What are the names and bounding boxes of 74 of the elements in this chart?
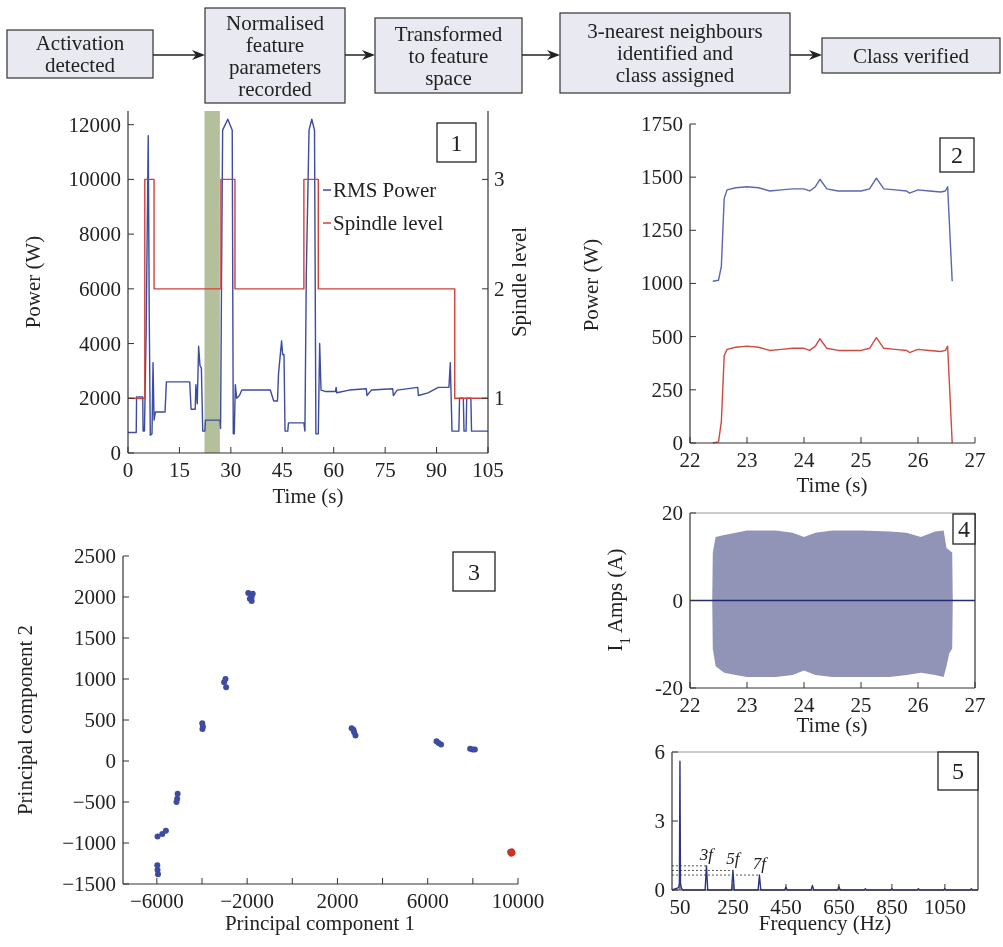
- annotation: 3: [468, 558, 480, 585]
- x-tick-label: 60: [323, 458, 345, 482]
- y-tick-label: 2000: [79, 386, 121, 411]
- y2-tick-label: 1: [494, 386, 505, 411]
- x-tick-label: −6000: [129, 889, 184, 913]
- x-tick-label: 6000: [406, 889, 449, 913]
- x-tick-label: 90: [426, 458, 448, 482]
- text: 3-nearest neighbours identified and class assigned: [587, 19, 763, 87]
- x-tick-label: 23: [736, 693, 758, 717]
- y-tick-label: 8000: [79, 222, 121, 247]
- x-tick-label: −2000: [220, 889, 275, 913]
- x-tick-label: 1050: [923, 895, 966, 919]
- y-tick-label: 1750: [641, 112, 683, 136]
- y-tick-label: 3: [654, 809, 665, 833]
- y-tick-label: 4000: [79, 331, 121, 356]
- x-tick-label: 24: [793, 448, 815, 472]
- annotation: 5: [952, 758, 964, 784]
- y-tick-label: 1250: [641, 218, 683, 243]
- x-axis-title: Principal component 1: [224, 911, 416, 935]
- annotation: 1: [450, 129, 463, 156]
- x-tick-label: 650: [823, 895, 855, 919]
- text: Class verified: [852, 43, 970, 68]
- annotation: 7f: [752, 854, 769, 874]
- x-axis-title: Time (s): [272, 484, 344, 508]
- y-tick-label: 2500: [74, 544, 116, 568]
- y-tick-label: 0: [672, 588, 683, 613]
- legend-label: RMS Power: [333, 178, 437, 202]
- y-tick-label: 10000: [68, 167, 121, 192]
- y-tick-label: 500: [651, 324, 683, 349]
- y-tick-label: 1000: [74, 667, 116, 691]
- annotation: 3f: [698, 844, 716, 864]
- y-axis-title: Power (W): [21, 235, 45, 329]
- x-tick-label: 30: [220, 458, 242, 482]
- text: Transformed to feature space: [394, 21, 503, 90]
- x-tick-label: 105: [472, 458, 504, 482]
- y-tick-label: −1000: [62, 831, 116, 855]
- text: Normalised feature parameters recorded: [226, 10, 325, 101]
- y-tick-label: −500: [72, 790, 116, 814]
- y2-tick-label: 2: [494, 276, 505, 301]
- y-axis-title: Power (W): [579, 238, 603, 332]
- x-tick-label: 15: [168, 458, 190, 482]
- y-tick-label: 2000: [74, 585, 116, 609]
- y2-axis-title: Spindle level: [507, 226, 531, 338]
- x-axis-title: Time (s): [796, 473, 868, 497]
- y-tick-label: 12000: [68, 112, 121, 137]
- y-tick-label: 1500: [641, 165, 683, 190]
- x-tick-label: 27: [964, 448, 986, 472]
- y-tick-label: 6: [654, 740, 665, 764]
- x-tick-label: 45: [271, 458, 293, 482]
- x-tick-label: 75: [374, 458, 396, 482]
- y-tick-label: 0: [105, 749, 116, 773]
- y-tick-label: 250: [651, 377, 683, 402]
- x-tick-label: 26: [907, 693, 929, 717]
- y-axis-title: Principal component 2: [13, 624, 37, 816]
- x-tick-label: 50: [669, 895, 691, 919]
- annotation: 2: [951, 142, 963, 168]
- y-tick-label: 20: [662, 501, 683, 525]
- x-tick-label: 10000: [491, 889, 545, 913]
- annotation: 5f: [726, 849, 742, 869]
- y2-tick-label: 3: [494, 167, 505, 192]
- x-tick-label: 23: [736, 448, 758, 472]
- y-tick-label: 6000: [79, 276, 121, 301]
- annotation: 4: [958, 516, 970, 542]
- y-tick-label: 500: [84, 708, 116, 732]
- x-tick-label: 26: [907, 448, 929, 472]
- text: Activation detected: [35, 31, 125, 77]
- x-tick-label: 250: [717, 895, 749, 919]
- x-tick-label: 2000: [316, 889, 359, 913]
- y-tick-label: −1500: [62, 872, 116, 896]
- y-tick-label: 1500: [74, 626, 116, 650]
- x-tick-label: 27: [964, 693, 986, 717]
- legend-label: Spindle level: [333, 211, 444, 235]
- x-tick-label: 25: [850, 448, 872, 472]
- y-tick-label: 1000: [641, 271, 683, 296]
